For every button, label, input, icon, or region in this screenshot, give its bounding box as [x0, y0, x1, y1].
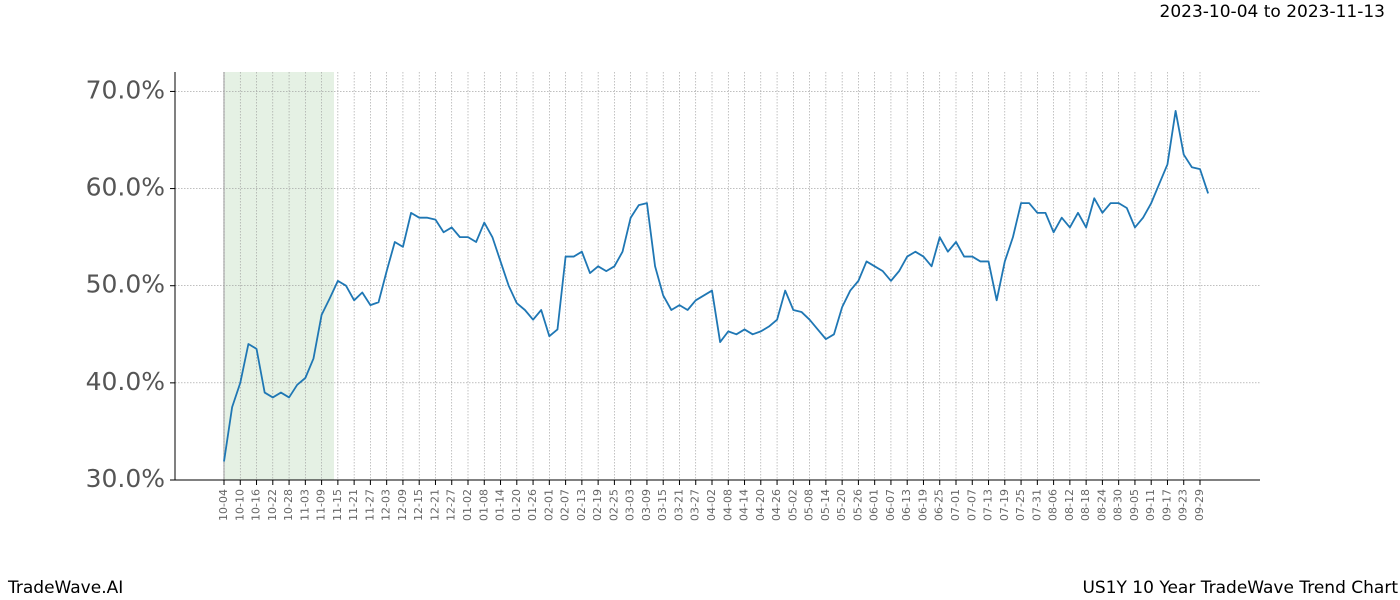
x-tick-label: 05-14 [819, 489, 832, 521]
x-tick-label: 09-17 [1160, 489, 1173, 521]
x-tick-label: 05-08 [803, 489, 816, 521]
x-tick-label: 05-02 [786, 489, 799, 521]
x-tick-label: 09-11 [1144, 489, 1157, 521]
x-tick-label: 03-27 [689, 489, 702, 521]
x-tick-label: 10-16 [250, 489, 263, 521]
x-tick-label: 06-07 [884, 489, 897, 521]
plot: 30.0% 40.0% 50.0% 60.0% 70.0% 10-04 10-10 10-16… [86, 72, 1260, 521]
x-tick-label: 02-25 [607, 489, 620, 521]
x-tick-label: 04-14 [738, 489, 751, 521]
x-tick-label: 08-24 [1095, 489, 1108, 521]
x-tick-label: 03-03 [624, 489, 637, 521]
x-tick-label: 07-19 [998, 489, 1011, 521]
x-tick-label: 12-27 [445, 489, 458, 521]
line [223, 109, 1209, 462]
x-tick-label: 12-03 [380, 489, 393, 521]
x-tick-label: 06-25 [933, 489, 946, 521]
x-tick-label: 02-13 [575, 489, 588, 521]
footer-right: US1Y 10 Year TradeWave Trend Chart [1082, 578, 1398, 598]
x-tick-label: 10-04 [217, 489, 230, 521]
x-tick-label: 07-25 [1014, 489, 1027, 521]
x-tick-label: 07-07 [965, 489, 978, 521]
x-tick-label: 04-20 [754, 489, 767, 521]
x-tick-label: 01-20 [510, 489, 523, 521]
y-tick-label: 40.0% [86, 367, 165, 396]
x-tick-label: 07-13 [982, 489, 995, 521]
y-tick-label: 70.0% [86, 75, 165, 104]
y-tick-label: 50.0% [86, 270, 165, 299]
x-tick-label: 01-02 [461, 489, 474, 521]
x-tick-label: 04-26 [770, 489, 783, 521]
x-tick-label: 02-07 [559, 489, 572, 521]
x-tick-label: 04-02 [705, 489, 718, 521]
x-tick-label: 04-08 [721, 489, 734, 521]
x-tick-label: 12-09 [396, 489, 409, 521]
x-tick-label: 11-09 [315, 489, 328, 521]
x-tick-label: 09-23 [1177, 489, 1190, 521]
x-tick-label: 10-22 [266, 489, 279, 521]
footer-left: TradeWave.AI [7, 578, 123, 598]
x-tick-label: 02-19 [591, 489, 604, 521]
x-tick-label: 01-14 [494, 489, 507, 521]
x-tick-label: 11-21 [347, 489, 360, 521]
x-tick-label: 09-05 [1128, 489, 1141, 521]
subtitle: 2023-10-04 to 2023-11-13 [1160, 2, 1385, 22]
x-tick-label: 01-26 [526, 489, 539, 521]
x-tick-label: 08-12 [1063, 489, 1076, 521]
x-tick-label: 12-15 [412, 489, 425, 521]
x-tick-label: 03-15 [656, 489, 669, 521]
highlight-band [224, 72, 334, 480]
x-tick-label: 10-28 [282, 489, 295, 521]
x-tick-label: 06-01 [868, 489, 881, 521]
x-tick-label: 06-13 [900, 489, 913, 521]
x-tick-label: 09-29 [1193, 489, 1206, 521]
x-tick-label: 11-15 [331, 489, 344, 521]
x-tick-label: 03-21 [672, 489, 685, 521]
x-tick-label: 11-27 [363, 489, 376, 521]
x-tick-label: 08-06 [1047, 489, 1060, 521]
x-tick-label: 05-26 [851, 489, 864, 521]
x-tick-label: 07-31 [1030, 489, 1043, 521]
x-tick-label: 11-03 [298, 489, 311, 521]
x-tick-label: 08-30 [1112, 489, 1125, 521]
y-tick-label: 60.0% [86, 173, 165, 202]
x-tick-label: 05-20 [835, 489, 848, 521]
x-tick-label: 07-01 [949, 489, 962, 521]
x-tick-label: 06-19 [916, 489, 929, 521]
y-tick-label: 30.0% [86, 464, 165, 493]
x-tick-label: 03-09 [640, 489, 653, 521]
x-tick-label: 12-21 [428, 489, 441, 521]
x-tick-label: 10-10 [233, 489, 246, 521]
x-tick-label: 01-08 [477, 489, 490, 521]
x-tick-label: 02-01 [542, 489, 555, 521]
x-tick-label: 08-18 [1079, 489, 1092, 521]
